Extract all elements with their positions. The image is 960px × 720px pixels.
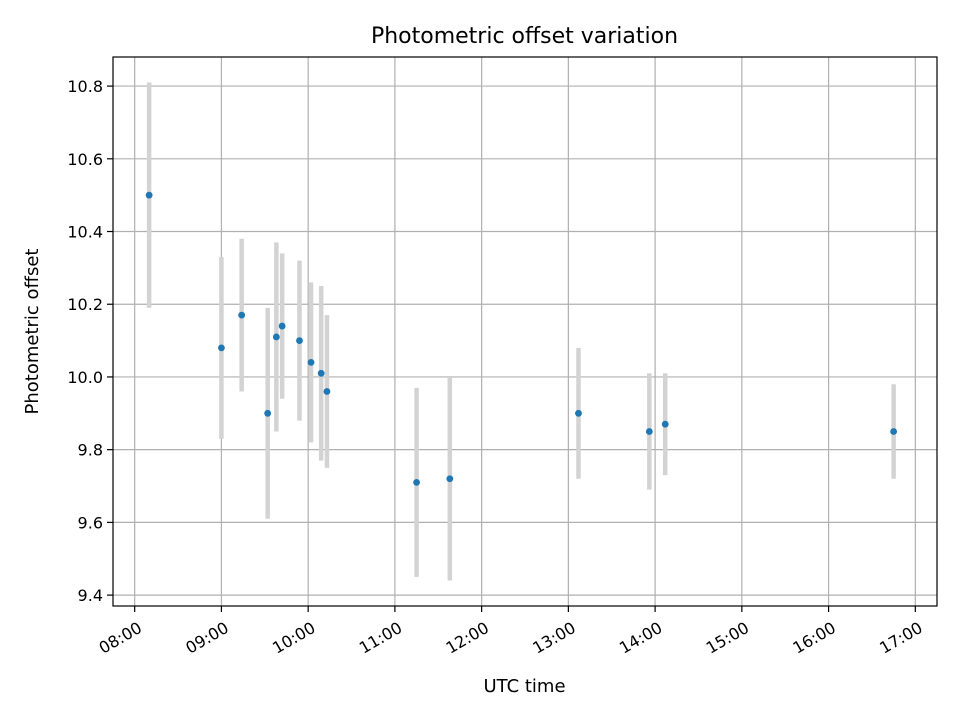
x-tick-label: 08:00 — [96, 618, 145, 658]
x-tick-label: 17:00 — [876, 618, 925, 658]
data-point — [272, 333, 280, 341]
data-point — [661, 420, 669, 428]
y-tick-label: 10.8 — [67, 77, 103, 96]
y-tick-label: 10.2 — [67, 295, 103, 314]
y-tick-label: 10.0 — [67, 368, 103, 387]
data-point — [278, 322, 286, 330]
data-point — [446, 475, 454, 483]
x-tick-label: 10:00 — [269, 618, 318, 658]
x-tick-label: 15:00 — [703, 618, 752, 658]
x-axis-label: UTC time — [483, 676, 565, 697]
x-tick-label: 11:00 — [356, 618, 405, 658]
y-tick-label: 10.4 — [67, 223, 103, 242]
data-point — [890, 428, 898, 435]
error-bars — [146, 82, 896, 581]
data-point — [145, 191, 153, 199]
y-axis-label: Photometric offset — [22, 249, 43, 415]
data-point — [264, 409, 272, 417]
data-point — [238, 311, 246, 319]
data-point — [218, 344, 225, 352]
x-tick-label: 12:00 — [443, 618, 492, 658]
grid — [113, 57, 937, 606]
data-point — [575, 409, 582, 417]
y-tick-label: 10.6 — [67, 150, 103, 169]
data-point — [645, 428, 653, 435]
plot-frame — [112, 56, 938, 607]
x-tick-label: 16:00 — [790, 618, 839, 658]
y-axis-ticks: 9.4 9.6 9.8 10.0 10.2 10.4 10.6 10.8 — [67, 77, 113, 605]
chart-title: Photometric offset variation — [371, 24, 678, 49]
x-tick-label: 09:00 — [182, 618, 231, 658]
y-tick-label: 9.4 — [78, 586, 103, 605]
data-points — [145, 191, 898, 486]
data-point — [296, 337, 303, 344]
x-tick-label: 14:00 — [616, 618, 665, 658]
data-point — [413, 478, 420, 486]
data-point — [317, 369, 325, 377]
y-tick-label: 9.8 — [78, 441, 103, 460]
y-tick-label: 9.6 — [78, 513, 103, 532]
data-point — [323, 388, 331, 395]
x-tick-label: 13:00 — [529, 618, 578, 658]
data-point — [307, 359, 315, 366]
x-axis-ticks: 08:00 09:00 10:00 11:00 12:00 13:00 14:00 15:00… — [96, 606, 926, 658]
